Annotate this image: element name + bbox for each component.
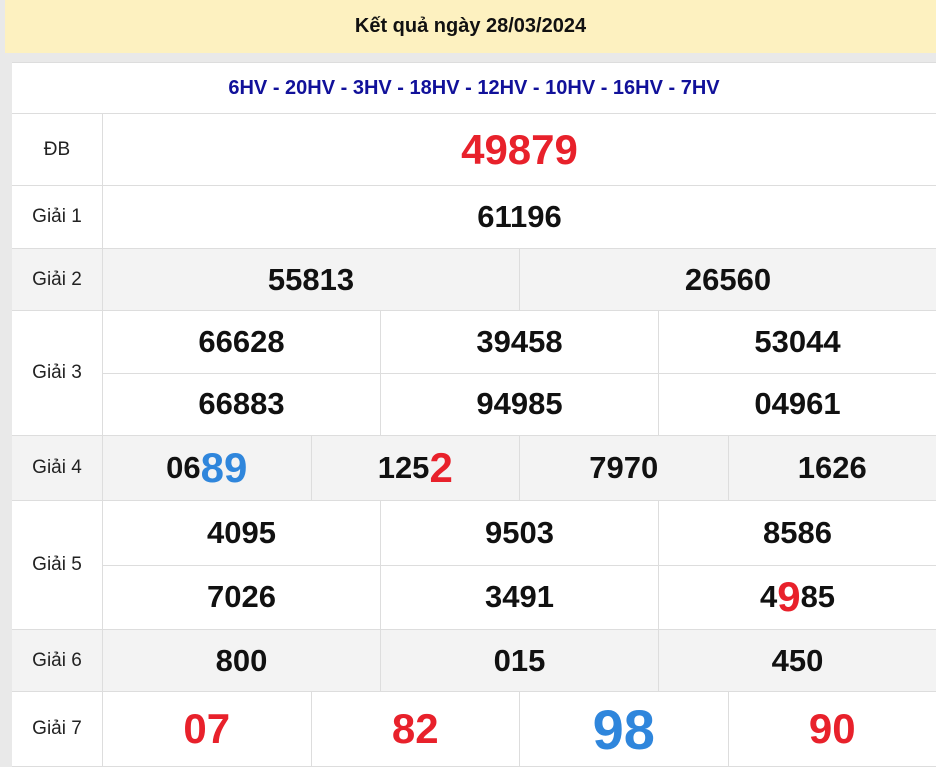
number-digits: 015 bbox=[494, 643, 546, 679]
results-date-header: Kết quả ngày 28/03/2024 bbox=[5, 0, 936, 53]
prize-number: 66883 bbox=[103, 374, 380, 436]
number-digits: 55813 bbox=[268, 262, 354, 298]
prize-number: 66628 bbox=[103, 311, 380, 373]
prize-label: Giải 6 bbox=[12, 630, 103, 691]
prize-number: 26560 bbox=[519, 249, 936, 310]
prize-label: Giải 5 bbox=[12, 501, 103, 629]
prize-label: ĐB bbox=[12, 114, 103, 185]
prize-number: 3491 bbox=[380, 566, 658, 630]
number-digits: 26560 bbox=[685, 262, 771, 298]
prize-row: Giải 7 07 82 98 90 bbox=[12, 692, 936, 767]
prize-label: Giải 1 bbox=[12, 186, 103, 248]
number-digits: 800 bbox=[216, 643, 268, 679]
prize-label: Giải 2 bbox=[12, 249, 103, 310]
number-digits: 7970 bbox=[589, 450, 658, 486]
prize-label: Giải 4 bbox=[12, 436, 103, 500]
prize-number: 4095 bbox=[103, 501, 380, 565]
prize-label: Giải 7 bbox=[12, 692, 103, 766]
highlighted-digits: 07 bbox=[183, 705, 230, 753]
number-digits: 7026 bbox=[207, 579, 276, 615]
prize-row: Giải 2 55813 26560 bbox=[12, 249, 936, 311]
prize-row: Giải 3 66628 39458 53044 66883 94985 04961 bbox=[12, 311, 936, 436]
number-digits: 8586 bbox=[763, 515, 832, 551]
number-digits: 450 bbox=[772, 643, 824, 679]
number-digits: 04961 bbox=[754, 386, 840, 422]
highlighted-digits: 90 bbox=[809, 705, 856, 753]
number-digits: 4095 bbox=[207, 515, 276, 551]
number-digits: 39458 bbox=[476, 324, 562, 360]
highlighted-digits: 82 bbox=[392, 705, 439, 753]
prize-number: 39458 bbox=[380, 311, 658, 373]
prize-row: Giải 1 61196 bbox=[12, 186, 936, 249]
prize-label: Giải 3 bbox=[12, 311, 103, 435]
prize-number: 04961 bbox=[658, 374, 936, 436]
prize-number: 015 bbox=[380, 630, 658, 691]
number-digits: 53044 bbox=[754, 324, 840, 360]
number-digits: 9503 bbox=[485, 515, 554, 551]
ticket-codes: 6HV - 20HV - 3HV - 18HV - 12HV - 10HV - … bbox=[12, 63, 936, 114]
prize-number: 98 bbox=[519, 692, 728, 766]
prize-number: 49879 bbox=[103, 114, 936, 185]
highlighted-digits: 2 bbox=[429, 444, 452, 492]
number-digits: 66628 bbox=[198, 324, 284, 360]
number-digits: 06 bbox=[166, 450, 200, 486]
number-digits: 61196 bbox=[477, 199, 562, 235]
prize-number: 90 bbox=[728, 692, 936, 766]
number-digits: 66883 bbox=[198, 386, 284, 422]
prize-number: 1626 bbox=[728, 436, 936, 500]
prize-row: Giải 6 800 015 450 bbox=[12, 630, 936, 692]
prize-number: 800 bbox=[103, 630, 380, 691]
prize-number: 94985 bbox=[380, 374, 658, 436]
number-digits: 3491 bbox=[485, 579, 554, 615]
prize-number: 61196 bbox=[103, 186, 936, 248]
number-digits: 1626 bbox=[798, 450, 867, 486]
highlighted-digits: 9 bbox=[777, 573, 800, 621]
prize-number: 82 bbox=[311, 692, 520, 766]
highlighted-digits: 49879 bbox=[461, 126, 578, 174]
prize-number: 8586 bbox=[658, 501, 936, 565]
header-title: Kết quả ngày 28/03/2024 bbox=[355, 15, 586, 38]
prize-number: 55813 bbox=[103, 249, 519, 310]
number-digits: 125 bbox=[378, 450, 430, 486]
number-digits: 85 bbox=[801, 579, 835, 615]
highlighted-digits: 89 bbox=[201, 444, 248, 492]
number-digits: 4 bbox=[760, 579, 777, 615]
number-digits: 94985 bbox=[476, 386, 562, 422]
prize-number: 9503 bbox=[380, 501, 658, 565]
prize-number: 53044 bbox=[658, 311, 936, 373]
prize-row: ĐB 49879 bbox=[12, 114, 936, 186]
prize-number: 450 bbox=[658, 630, 936, 691]
prize-number: 7970 bbox=[519, 436, 728, 500]
results-table: 6HV - 20HV - 3HV - 18HV - 12HV - 10HV - … bbox=[12, 62, 936, 767]
prize-number: 07 bbox=[103, 692, 311, 766]
highlighted-digits: 98 bbox=[593, 697, 655, 762]
prize-number: 7026 bbox=[103, 566, 380, 630]
